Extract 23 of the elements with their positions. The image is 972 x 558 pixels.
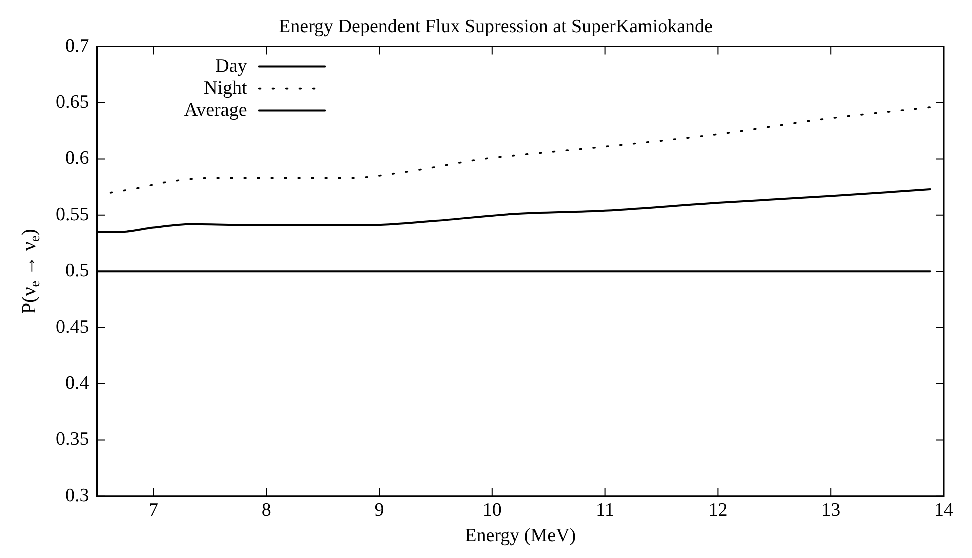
- x-tick-label: 8: [262, 500, 272, 521]
- y-tick-label: 0.6: [66, 148, 90, 170]
- y-axis-title: P(νe → νe): [18, 229, 44, 314]
- y-tick-label: 0.7: [66, 36, 90, 57]
- y-tick-label: 0.5: [66, 260, 90, 282]
- x-tick-label: 9: [374, 500, 384, 521]
- y-tick-label: 0.3: [66, 485, 90, 506]
- x-tick-label: 11: [596, 500, 614, 521]
- y-tick-label: 0.65: [56, 92, 90, 113]
- legend-label: Night: [204, 78, 248, 99]
- y-tick-label: 0.35: [56, 429, 90, 450]
- x-axis-title: Energy (MeV): [465, 526, 576, 547]
- x-tick-label: 12: [708, 500, 728, 521]
- y-tick-label: 0.4: [66, 372, 90, 394]
- y-tick-label: 0.45: [56, 316, 90, 338]
- chart-title: Energy Dependent Flux Supression at SuperKamiokande: [279, 16, 713, 38]
- x-tick-label: 13: [822, 500, 841, 521]
- x-tick-label: 7: [148, 500, 158, 521]
- legend-label: Day: [216, 56, 248, 77]
- x-tick-label: 10: [482, 500, 502, 521]
- legend-label: Average: [184, 100, 248, 121]
- x-tick-label: 14: [934, 500, 954, 521]
- y-tick-label: 0.55: [56, 204, 90, 226]
